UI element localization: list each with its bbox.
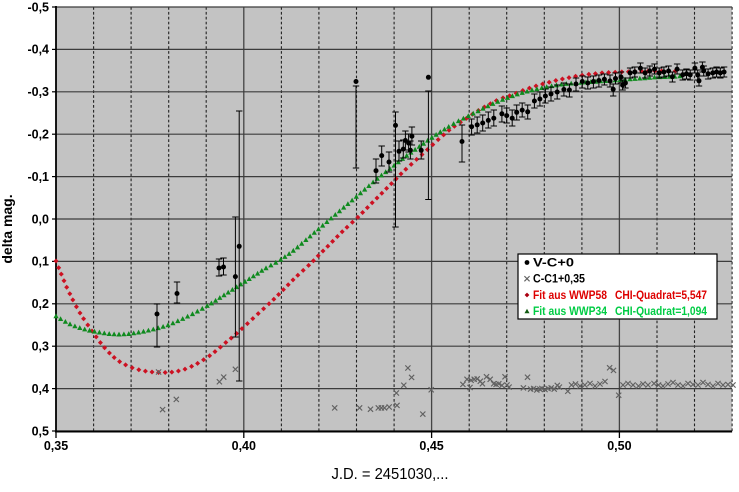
svg-text:Fit aus WWP58: Fit aus WWP58 — [533, 290, 608, 302]
svg-text:-0,1: -0,1 — [27, 170, 49, 184]
svg-text:0,3: 0,3 — [32, 340, 49, 354]
svg-text:CHI-Quadrat=5,547: CHI-Quadrat=5,547 — [615, 290, 707, 302]
svg-text:delta mag.: delta mag. — [0, 194, 15, 263]
svg-text:V-C+0: V-C+0 — [533, 258, 574, 270]
svg-text:-0,5: -0,5 — [27, 0, 49, 14]
svg-text:0,0: 0,0 — [32, 212, 49, 226]
svg-text:C-C1+0,35: C-C1+0,35 — [533, 274, 586, 286]
svg-text:CHI-Quadrat=1,094: CHI-Quadrat=1,094 — [615, 306, 708, 318]
svg-text:0,5: 0,5 — [32, 424, 49, 438]
svg-text:-0,3: -0,3 — [27, 85, 49, 99]
svg-text:-0,2: -0,2 — [27, 128, 49, 142]
svg-text:0,45: 0,45 — [419, 439, 443, 453]
svg-text:-0,4: -0,4 — [27, 43, 49, 57]
svg-text:0,4: 0,4 — [32, 382, 49, 396]
svg-text:0,1: 0,1 — [32, 255, 49, 269]
svg-text:J.D. = 2451030,...: J.D. = 2451030,... — [332, 466, 449, 483]
svg-text:0,2: 0,2 — [32, 297, 49, 311]
svg-text:0,40: 0,40 — [232, 439, 256, 453]
svg-text:0,50: 0,50 — [607, 439, 631, 453]
svg-text:0,35: 0,35 — [44, 439, 68, 453]
svg-text:Fit aus WWP34: Fit aus WWP34 — [533, 306, 608, 318]
